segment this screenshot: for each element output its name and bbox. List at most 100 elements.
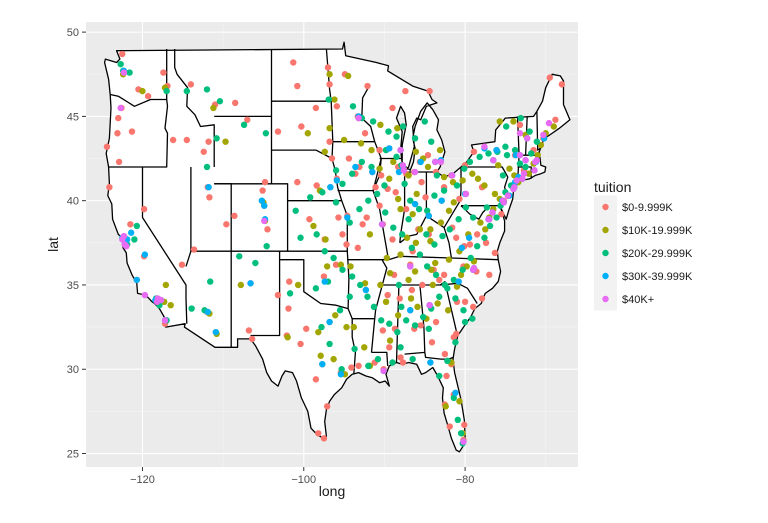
point-3-61: [386, 145, 393, 152]
point-3-11: [204, 308, 211, 316]
point-0-154: [389, 236, 396, 243]
point-0-136: [274, 128, 282, 135]
point-2-145: [395, 281, 403, 289]
point-2-54: [386, 320, 393, 327]
point-1-91: [445, 256, 453, 263]
point-3-15: [333, 177, 341, 184]
point-0-64: [491, 249, 499, 257]
point-2-84: [454, 416, 462, 424]
point-2-90: [374, 355, 382, 363]
point-1-92: [432, 259, 439, 267]
state-border: [347, 259, 388, 320]
point-4-32: [513, 177, 520, 184]
point-1-63: [550, 123, 558, 130]
point-3-60: [427, 359, 434, 366]
point-4-6: [157, 296, 165, 304]
point-2-132: [240, 121, 248, 129]
point-1-78: [386, 337, 394, 344]
state-border: [399, 172, 406, 243]
point-2-50: [419, 313, 427, 321]
legend-label: $10K-19.999K: [622, 225, 693, 237]
point-2-32: [528, 150, 535, 157]
point-4-35: [531, 167, 538, 174]
point-4-49: [437, 158, 445, 166]
point-0-171: [440, 271, 448, 279]
point-2-40: [493, 214, 500, 221]
point-2-43: [473, 242, 481, 250]
point-4-44: [545, 119, 553, 127]
point-0-48: [379, 327, 387, 334]
point-1-119: [429, 281, 437, 289]
point-0-132: [144, 92, 152, 100]
point-0-49: [384, 291, 391, 299]
point-4-23: [469, 266, 477, 273]
point-2-10: [369, 118, 377, 125]
point-0-112: [355, 362, 362, 370]
y-tick-label: 25: [67, 449, 79, 461]
point-2-66: [365, 197, 372, 204]
state-border: [174, 49, 215, 167]
point-2-77: [460, 307, 467, 314]
point-2-0: [117, 60, 124, 68]
point-2-28: [502, 143, 509, 150]
point-2-75: [441, 281, 449, 289]
point-0-37: [285, 305, 292, 312]
point-0-127: [183, 136, 191, 144]
point-1-36: [477, 219, 484, 226]
point-2-96: [336, 307, 344, 314]
point-4-12: [399, 162, 407, 169]
point-2-18: [415, 205, 423, 213]
legend-label: $20K-29.999K: [622, 248, 693, 260]
state-border: [287, 200, 348, 252]
point-2-69: [390, 224, 397, 231]
point-3-16: [344, 214, 351, 221]
point-4-33: [519, 175, 526, 182]
point-0-150: [339, 231, 346, 238]
point-2-12: [393, 133, 400, 140]
point-0-163: [408, 286, 416, 294]
point-2-125: [286, 290, 294, 297]
point-1-11: [383, 254, 391, 262]
point-0-137: [298, 123, 305, 130]
point-3-69: [417, 158, 424, 166]
point-2-102: [348, 170, 356, 177]
point-1-32: [457, 271, 465, 279]
point-0-134: [128, 128, 136, 135]
point-2-65: [356, 205, 363, 213]
point-0-144: [402, 87, 409, 95]
point-0-14: [206, 194, 213, 201]
point-2-2: [126, 69, 133, 76]
point-1-6: [323, 263, 331, 270]
point-1-16: [390, 158, 397, 166]
point-1-41: [481, 182, 488, 189]
point-2-5: [203, 86, 211, 93]
point-1-18: [405, 172, 412, 179]
x-tick-label: −100: [291, 474, 316, 486]
point-2-142: [499, 172, 507, 179]
point-0-196: [345, 155, 353, 162]
point-2-95: [318, 323, 325, 331]
legend-swatch: [602, 295, 609, 303]
point-0-182: [456, 195, 463, 203]
point-0-109: [103, 143, 111, 150]
point-0-157: [403, 205, 410, 213]
state-border: [536, 111, 541, 151]
point-2-57: [364, 293, 371, 300]
point-4-48: [397, 146, 404, 154]
point-0-3: [114, 130, 121, 137]
point-3-73: [133, 276, 141, 284]
point-2-104: [368, 163, 375, 171]
point-0-77: [326, 138, 333, 145]
state-border: [372, 158, 390, 260]
point-4-14: [411, 168, 419, 176]
point-1-120: [397, 205, 404, 213]
point-2-20: [431, 192, 438, 199]
point-0-11: [259, 187, 266, 194]
y-tick-label: 40: [67, 196, 79, 208]
point-0-41: [354, 244, 362, 252]
point-0-194: [333, 103, 341, 110]
point-1-35: [482, 226, 489, 233]
point-0-114: [386, 344, 393, 351]
point-2-41: [486, 222, 494, 230]
point-2-53: [394, 328, 401, 336]
